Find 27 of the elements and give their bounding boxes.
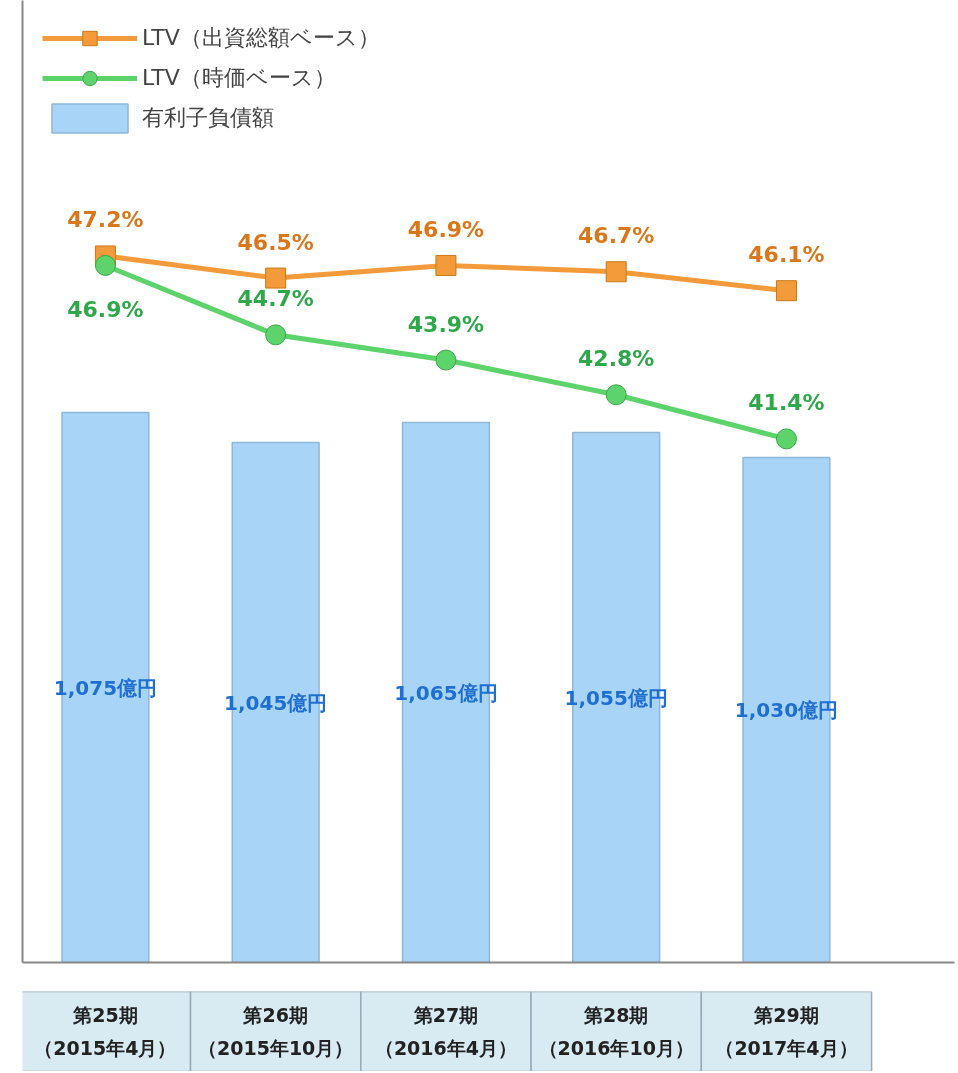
point <box>265 267 287 289</box>
x-tick-label: 第27期（2016年4月） <box>374 1004 517 1059</box>
data-label: 46.9% <box>407 216 485 242</box>
x-tick-label: 第25期（2015年4月） <box>34 1004 177 1059</box>
data-label: 43.9% <box>407 311 485 337</box>
data-label: 46.9% <box>67 296 144 322</box>
data-label: 42.8% <box>578 346 655 372</box>
point <box>94 254 116 276</box>
x-tick-label: 第26期（2015年10月） <box>198 1004 354 1059</box>
x-tick-label: 第29期（2017年4月） <box>715 1004 858 1059</box>
data-label: 46.1% <box>748 242 825 268</box>
legend-label: 有利子負債額 <box>142 104 274 132</box>
data-label: 46.5% <box>237 229 314 255</box>
point <box>265 324 287 346</box>
point <box>775 428 797 450</box>
data-label: 46.7% <box>578 223 655 249</box>
point <box>435 254 457 276</box>
point <box>605 261 627 283</box>
point <box>435 349 457 371</box>
data-label: 47.2% <box>67 207 144 233</box>
x-tick-label: 第28期（2016年10月） <box>538 1004 694 1059</box>
point <box>605 384 627 406</box>
legend-label: LTV（出資総額ベース） <box>142 24 380 52</box>
legend-label: LTV（時価ベース） <box>142 64 336 92</box>
data-label: 44.7% <box>237 286 314 312</box>
point <box>775 280 797 302</box>
data-label: 41.4% <box>748 390 825 416</box>
